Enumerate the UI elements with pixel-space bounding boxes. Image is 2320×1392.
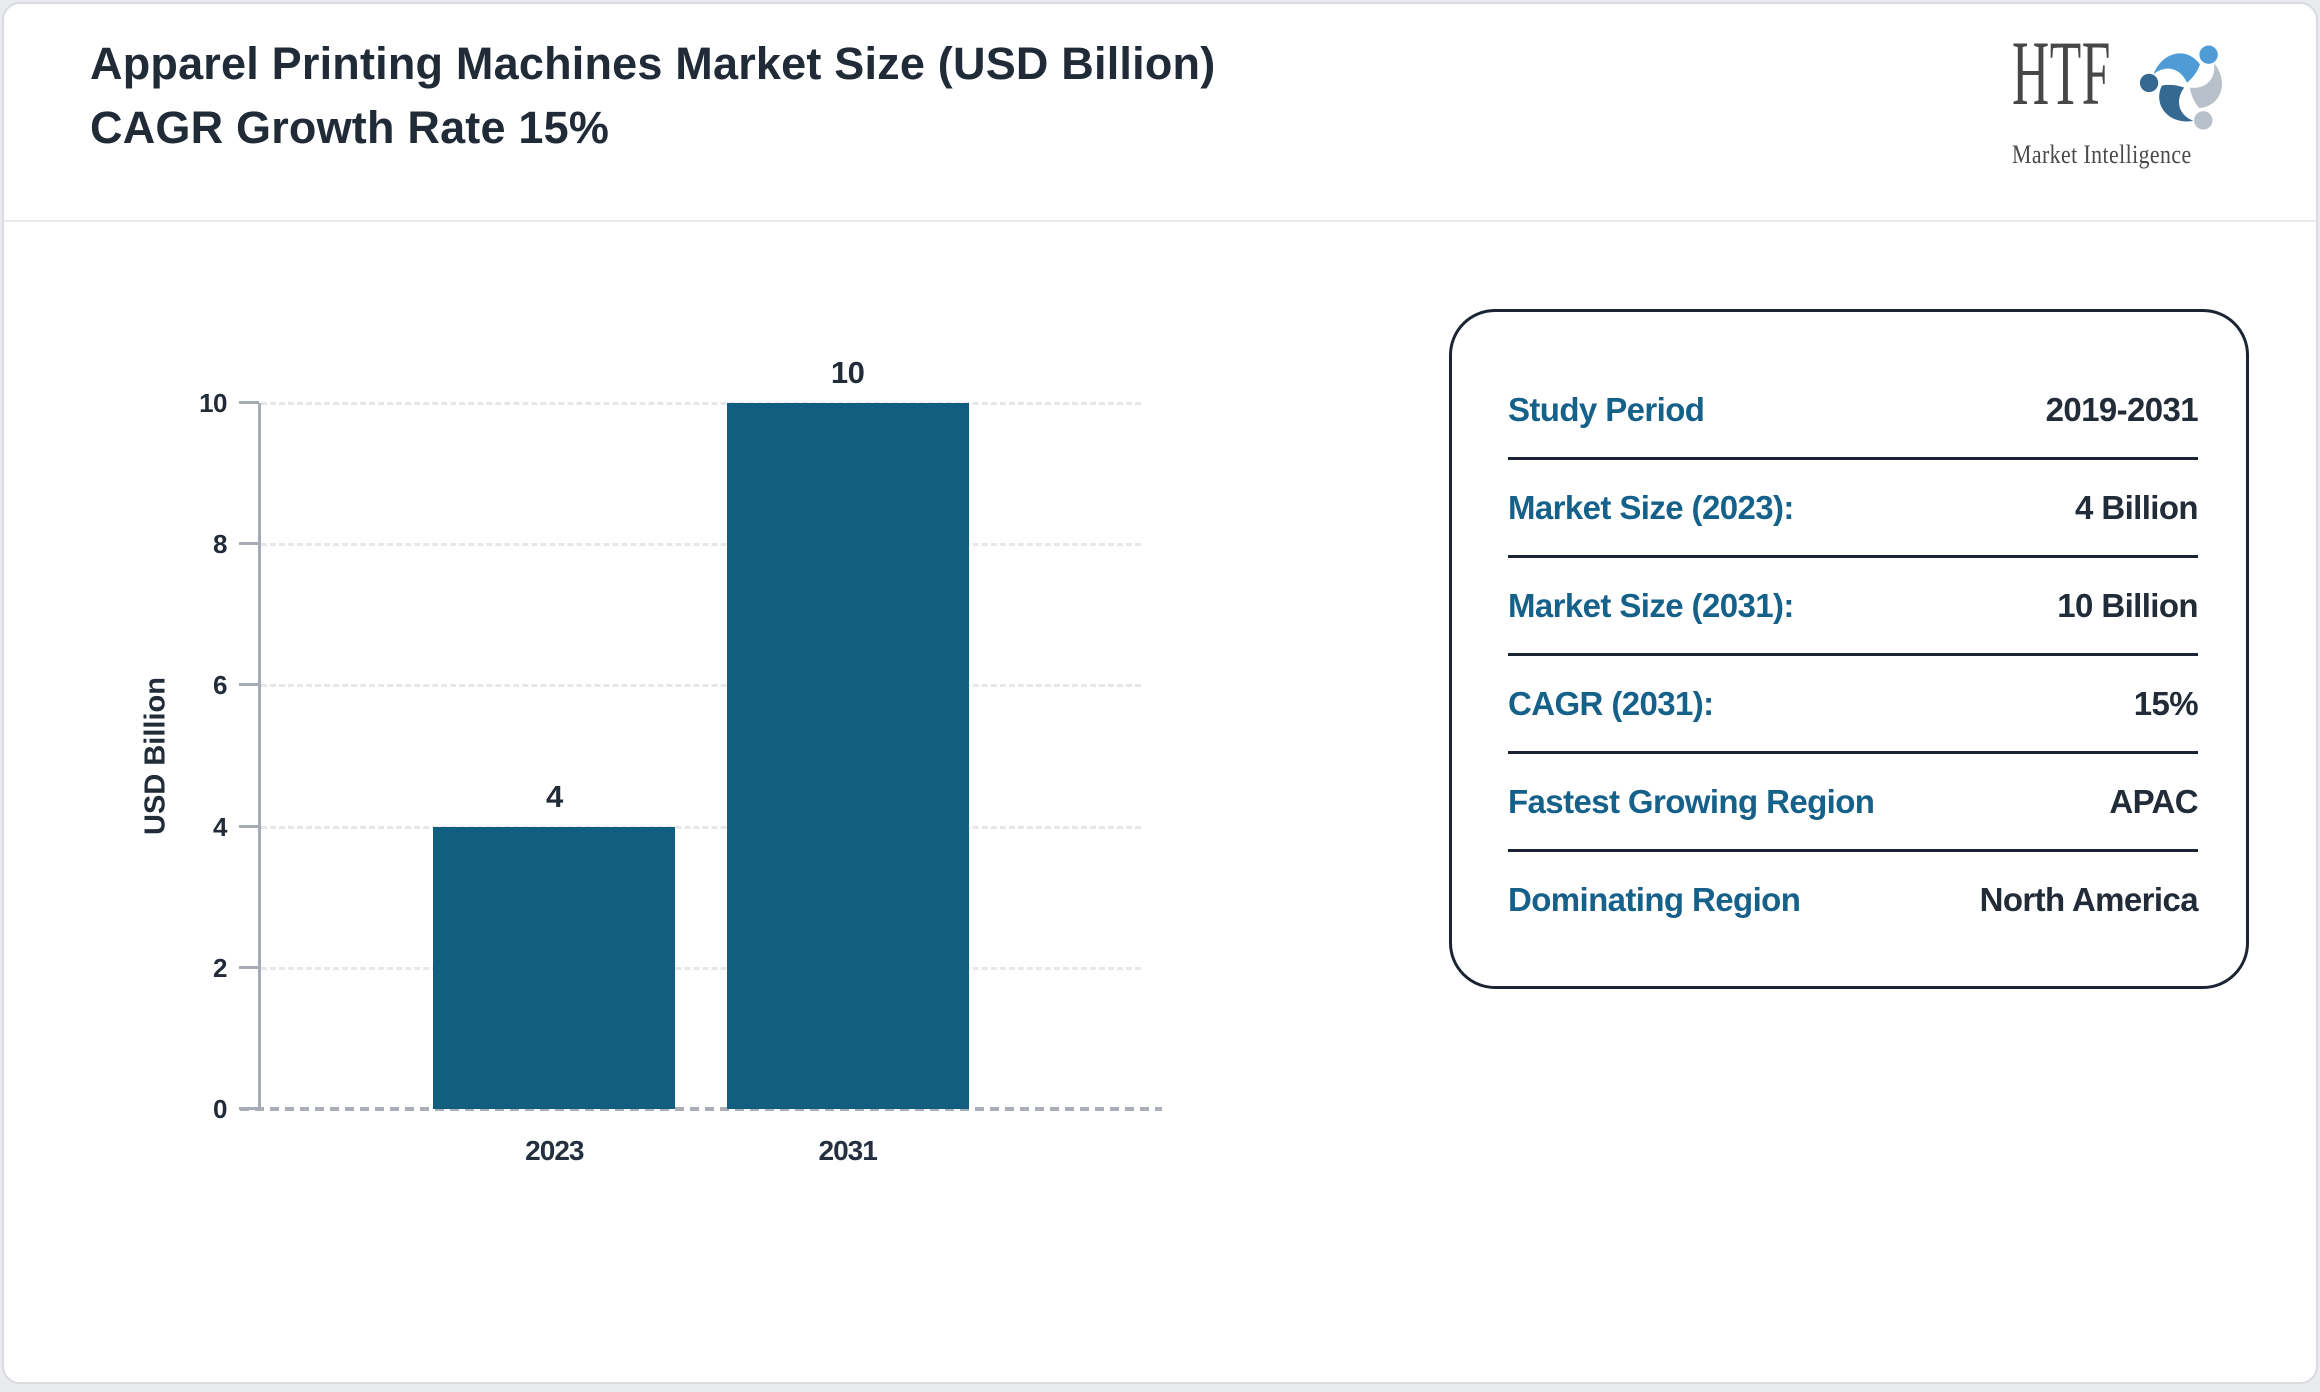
bar-value-label: 10 [830, 355, 865, 390]
info-label: Fastest Growing Region [1508, 782, 1875, 820]
y-tick-label: 8 [213, 529, 227, 560]
header-divider [4, 220, 2316, 222]
info-value: North America [1979, 880, 2199, 918]
x-tick-label: 2031 [818, 1135, 878, 1166]
gridline [261, 684, 1141, 688]
htf-swirl-icon [2139, 45, 2222, 130]
info-row: Dominating Region North America [1508, 852, 2199, 947]
gridline [261, 402, 1141, 405]
htf-logo-text: HTF [2012, 22, 2112, 124]
y-tick-label: 6 [213, 670, 227, 701]
gridline [261, 966, 1141, 970]
htf-logo-row: HTF [2012, 22, 2282, 140]
gridline [261, 543, 1141, 547]
y-tick-mark [239, 965, 259, 969]
y-tick-mark [239, 542, 259, 546]
info-value: 4 Billion [2075, 488, 2199, 526]
y-tick-label: 10 [199, 388, 227, 418]
info-label: CAGR (2031): [1508, 684, 1714, 722]
info-row: Market Size (2031): 10 Billion [1508, 558, 2199, 656]
info-panel: Study Period 2019-2031 Market Size (2023):… [1449, 309, 2249, 989]
y-tick-label: 2 [213, 952, 227, 983]
y-tick-label: 0 [213, 1094, 227, 1124]
info-row: Study Period 2019-2031 [1508, 362, 2199, 460]
y-tick-mark [239, 401, 259, 404]
info-row: Market Size (2023): 4 Billion [1508, 460, 2199, 558]
bar-2023 [433, 826, 676, 1109]
info-row: Fastest Growing Region APAC [1508, 754, 2199, 852]
info-label: Market Size (2023): [1508, 488, 1794, 526]
x-axis-baseline [240, 1107, 1162, 1111]
y-tick-label: 4 [213, 811, 227, 842]
info-value: 2019-2031 [2045, 390, 2199, 428]
info-value: 10 Billion [2057, 586, 2198, 624]
info-value: 15% [2133, 684, 2199, 722]
y-axis-line [258, 403, 261, 1109]
y-tick-mark [239, 824, 259, 828]
y-tick-mark [239, 683, 259, 687]
info-row: CAGR (2031): 15% [1508, 656, 2199, 754]
bar-2031 [726, 403, 969, 1109]
page-title: Apparel Printing Machines Market Size (U… [90, 38, 1216, 153]
plot-area: 0 2 4 6 8 10 4 2023 10 2031 [199, 355, 1162, 1166]
info-label: Dominating Region [1508, 880, 1801, 918]
htf-logo-tagline: Market Intelligence [2012, 140, 2192, 169]
x-tick-label: 2023 [525, 1135, 584, 1166]
info-label: Study Period [1508, 390, 1705, 428]
info-label: Market Size (2031): [1508, 586, 1794, 624]
info-value: APAC [2109, 782, 2198, 820]
htf-logo: HTF [2012, 22, 2282, 170]
y-tick-mark [239, 1107, 259, 1110]
gridline [261, 825, 1141, 829]
bar-value-label: 4 [545, 778, 563, 814]
